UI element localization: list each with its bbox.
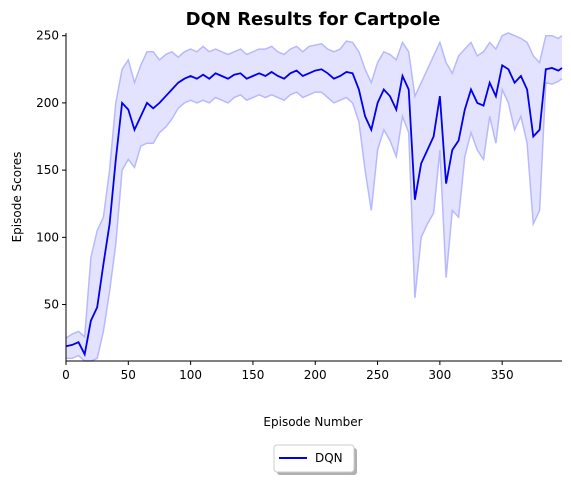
plot-area [65,32,563,362]
x-tick-label: 300 [428,368,451,382]
y-tick-label: 50 [44,298,59,312]
x-tick-label: 100 [179,368,202,382]
series-0-band [66,33,562,361]
chart-title: DQN Results for Cartpole [186,9,441,30]
legend-label: DQN [315,451,343,465]
y-tick-label: 100 [36,230,59,244]
y-tick-label: 250 [36,29,59,43]
y-tick-label: 150 [36,163,59,177]
x-tick-label: 350 [491,368,514,382]
y-axis-label: Episode Scores [10,152,24,243]
series-0-band-lower-edge [66,78,563,362]
series-0-line [65,63,563,358]
x-ticks: 0 50 100 150 200 250 300 350 [62,361,514,382]
x-tick-label: 150 [241,368,264,382]
x-tick-label: 250 [366,368,389,382]
x-axis-label: Episode Number [263,415,362,429]
legend-box [273,444,355,473]
legend: DQN [273,444,357,475]
y-tick-label: 200 [36,96,59,110]
x-tick-label: 50 [121,368,136,382]
x-tick-label: 0 [62,368,70,382]
series-0-band-upper-edge [65,32,563,339]
y-ticks: 50 100 150 200 250 [36,29,66,312]
x-tick-label: 200 [304,368,327,382]
